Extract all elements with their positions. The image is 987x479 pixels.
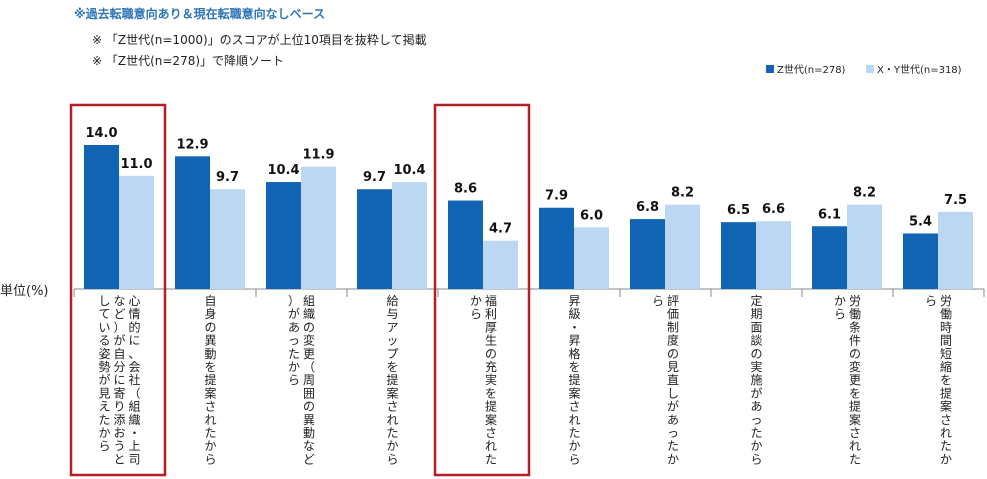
category-label: 自身の異動を提案されたから [204, 294, 216, 466]
highlight-box [433, 103, 531, 477]
category-label: 福利厚生の充実を提案されたから [470, 293, 497, 466]
bar-z [266, 182, 301, 289]
unit-label: 単位(%) [0, 284, 49, 299]
data-label: 14.0 [85, 126, 117, 141]
data-label: 9.7 [363, 170, 386, 185]
highlight-box [69, 103, 167, 477]
data-label: 6.0 [580, 208, 603, 223]
legend-label-xy: X・Y世代(n=318) [877, 65, 962, 76]
data-label: 8.2 [671, 186, 694, 201]
legend-swatch-xy [866, 64, 874, 73]
base-note: ※過去転職意向あり＆現在転職意向なしベース [74, 7, 326, 21]
bar-xy [210, 189, 245, 289]
category-label: 定期面談の実施があったから [750, 293, 762, 466]
category-label: 評価制度の見直しがあったから [652, 293, 679, 466]
bar-xy [483, 240, 518, 289]
data-label: 4.7 [489, 222, 512, 237]
bar-z [175, 156, 210, 289]
bar-xy [119, 175, 154, 289]
data-label: 5.4 [909, 214, 932, 229]
category-label: 給与アップを提案されたから [386, 294, 398, 466]
legend-label-z: Z世代(n=278) [777, 65, 846, 76]
data-label: 7.9 [545, 189, 568, 204]
data-label: 6.1 [818, 207, 841, 222]
note-line-2: ※ 「Z世代(n=278)」で降順ソート [92, 54, 285, 68]
bar-xy [665, 204, 700, 289]
data-label: 8.6 [454, 182, 477, 197]
bar-z [721, 222, 756, 289]
bar-xy [847, 204, 882, 289]
data-label: 8.2 [853, 186, 876, 201]
legend-swatch-z [766, 64, 774, 73]
data-label: 6.8 [636, 200, 659, 215]
category-label: 心情的に、会社（組織・上司など）が自分に寄り添おうとしている姿勢が見えたから [98, 294, 140, 466]
bar-xy [938, 211, 973, 289]
category-label: 労働条件の変更を提案されたから [834, 294, 861, 466]
bar-xy [301, 166, 336, 289]
legend-item-xy: X・Y世代(n=318) [866, 61, 962, 76]
category-label: 昇級・昇格を提案されたから [568, 294, 580, 466]
data-label: 10.4 [393, 163, 425, 178]
category-label: 労働時間短縮を提案されたから [925, 294, 952, 466]
bar-z [630, 219, 665, 289]
bar-z [84, 145, 119, 289]
category-label: 組織の変更（周囲の異動など）があったから [288, 294, 315, 466]
data-label: 9.7 [216, 170, 239, 185]
bar-xy [756, 221, 791, 289]
bar-z [448, 200, 483, 289]
note-line-1: ※ 「Z世代(n=1000)」のスコアが上位10項目を抜粋して掲載 [92, 33, 427, 47]
data-label: 6.5 [727, 203, 750, 218]
data-label: 6.6 [762, 202, 785, 217]
data-label: 7.5 [944, 193, 967, 208]
legend-item-z: Z世代(n=278) [766, 61, 845, 76]
data-label: 11.0 [120, 157, 152, 172]
bar-xy [392, 182, 427, 289]
bar-z [903, 233, 938, 289]
bar-z [539, 207, 574, 289]
data-label: 10.4 [267, 163, 299, 178]
data-label: 11.9 [302, 148, 334, 163]
bar-z [812, 226, 847, 289]
data-label: 12.9 [176, 137, 208, 152]
bar-xy [574, 227, 609, 289]
bar-z [357, 189, 392, 289]
